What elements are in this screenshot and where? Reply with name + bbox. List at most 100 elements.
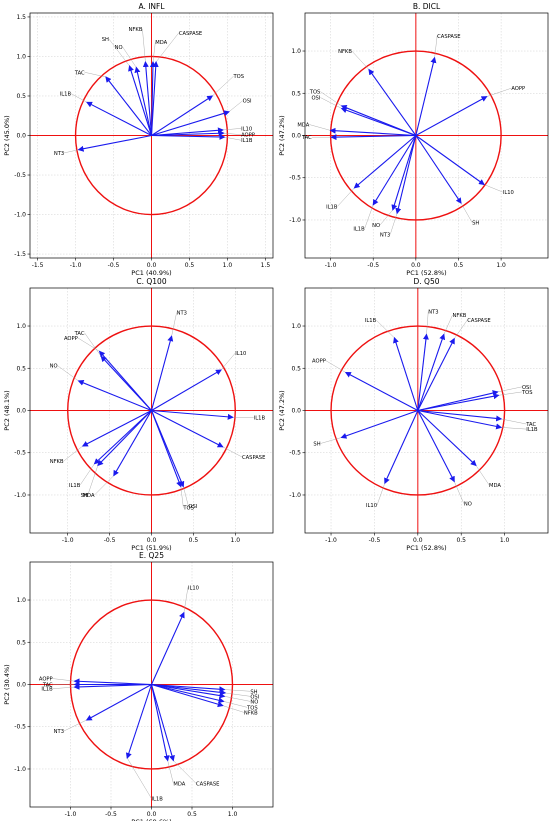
loading-vector-arrow [73,678,152,686]
vector-label: NFKB [129,27,143,33]
loading-vector-arrow [372,135,417,206]
loading-vector-arrow [151,110,230,137]
label-leader-line [87,465,99,496]
vector-label: NO [372,223,380,229]
loading-vector-arrow [151,683,224,708]
x-tick-label: -1.5 [32,262,44,269]
loading-vector-arrow [344,371,419,411]
loading-vector-arrow [150,611,185,685]
y-tick-label: 0.0 [16,408,26,415]
vector-label: MDA [155,40,167,46]
label-leader-line [220,352,236,371]
y-tick-label: 0.0 [291,408,301,415]
x-tick-label: -1.0 [325,262,337,269]
x-tick-label: 0.5 [187,811,197,818]
x-axis-label: PC1 (40.9%) [131,269,171,277]
loading-vector-arrow [395,135,417,215]
vector-label: OSI [311,95,320,101]
label-leader-line [122,46,137,68]
vector-label: IL1B [254,415,266,421]
y-tick-label: -0.5 [14,450,26,457]
vector-label: CASPASE [242,455,265,461]
label-leader-line [142,28,146,63]
label-leader-line [223,701,248,708]
x-tick-label: -1.0 [70,262,82,269]
y-tick-label: 0.5 [16,93,26,100]
loading-vector-arrow [150,335,174,411]
x-tick-label: -0.5 [369,537,381,544]
x-tick-label: 1.0 [223,262,233,269]
x-tick-label: -1.0 [65,811,77,818]
vector-label: IL1B [241,138,253,144]
loading-vector-arrow [415,135,485,186]
y-tick-label: 0.0 [16,133,26,140]
loading-vector-arrow [77,380,152,412]
x-tick-label: -0.5 [104,537,116,544]
vector-label: OSI [188,504,197,510]
vector-label: TOS [246,705,258,711]
loading-vector-arrow [151,683,225,704]
label-leader-line [180,486,184,508]
x-tick-label: -1.0 [325,537,337,544]
loading-vector-arrow [105,76,152,136]
vector-label: CASPASE [437,34,460,40]
loading-vector-arrow [417,410,477,467]
loading-vector-arrow [340,409,419,439]
vector-label: OSI [243,99,252,105]
y-tick-label: -1.0 [289,492,301,499]
label-leader-line [127,757,152,799]
panel-title: C. Q100 [136,277,166,286]
vector-label: TOS [309,90,321,96]
loading-vector-arrow [151,683,226,699]
loading-vector-arrow [417,409,503,430]
label-leader-line [426,311,429,335]
loading-vector-arrow [150,684,175,762]
x-tick-label: 0.0 [147,262,157,269]
loading-vector-arrow [417,337,455,411]
vector-label: IL10 [235,351,246,357]
label-leader-line [376,483,386,506]
vector-label: IL1B [152,797,164,803]
vector-label: SH [81,493,88,499]
label-leader-line [320,91,342,107]
label-leader-line [320,437,342,444]
y-tick-label: -0.5 [289,175,301,182]
label-leader-line [70,93,88,103]
pca-panel: NFKBSHNOMDACASPASETACIL1BTOSOSIIL10AOPPI… [3,2,274,277]
y-axis-label: PC2 (47.2%) [278,390,286,430]
vector-label: NO [50,364,58,370]
loading-vector-arrow [93,410,152,465]
label-leader-line [486,88,512,97]
vector-label: IL1B [526,427,538,433]
label-leader-line [224,689,251,692]
x-tick-label: -0.5 [105,811,117,818]
vector-label: IL1B [365,318,377,324]
vector-label: TAC [42,683,53,689]
y-axis-label: PC2 (30.4%) [3,664,11,704]
x-tick-label: 0.5 [454,262,464,269]
loading-vector-arrow [330,134,416,141]
loading-vector-arrow [151,95,214,136]
vector-label: CASPASE [467,318,490,324]
vector-label: MDA [297,123,309,129]
label-leader-line [108,38,130,67]
vector-label: NFKB [338,49,352,55]
y-axis-label: PC2 (48.1%) [3,390,11,430]
vector-label: SH [102,37,109,43]
vector-label: AOPP [312,359,326,365]
x-tick-label: 1.0 [228,811,238,818]
label-leader-line [454,481,465,504]
loading-vector-arrow [85,684,152,721]
pca-panel: NT3IL10AOPPTACNOIL1BCASPASENFKBIL1BSHMDA… [3,277,274,552]
label-leader-line [171,312,177,337]
label-leader-line [167,760,174,784]
vector-label: NFKB [453,313,467,319]
loading-vector-arrow [97,410,152,467]
label-leader-line [443,314,453,335]
vector-label: CASPASE [179,31,202,37]
loading-vector-arrow [417,333,446,411]
loading-vector-arrow [142,61,153,136]
vector-label: IL1B [326,204,338,210]
loading-vector-arrow [81,410,152,447]
y-tick-label: 0.0 [16,682,26,689]
